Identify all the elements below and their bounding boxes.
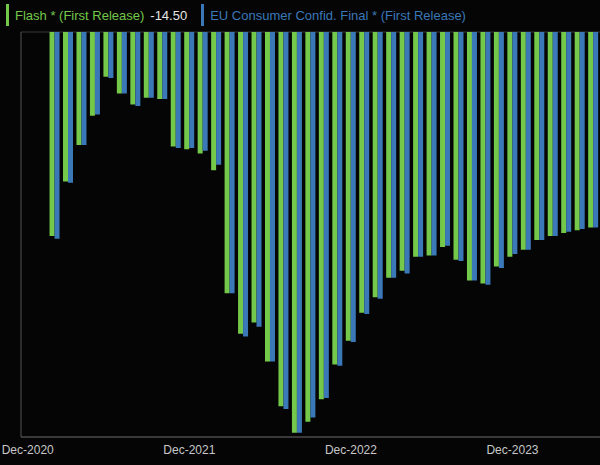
svg-text:Dec-2021: Dec-2021 bbox=[163, 443, 215, 457]
html-text:EU Consumer Confid. Final * (F: EU Consumer Confid. Final * (First Relea… bbox=[210, 7, 466, 23]
svg-text:Dec-2020: Dec-2020 bbox=[8, 443, 54, 457]
html-text:Flash * (First Release) -14.50: Flash * (First Release) -14.50 bbox=[15, 7, 188, 23]
svg-text:Dec-2022: Dec-2022 bbox=[325, 443, 377, 457]
svg-text:Dec-2023: Dec-2023 bbox=[486, 443, 538, 457]
